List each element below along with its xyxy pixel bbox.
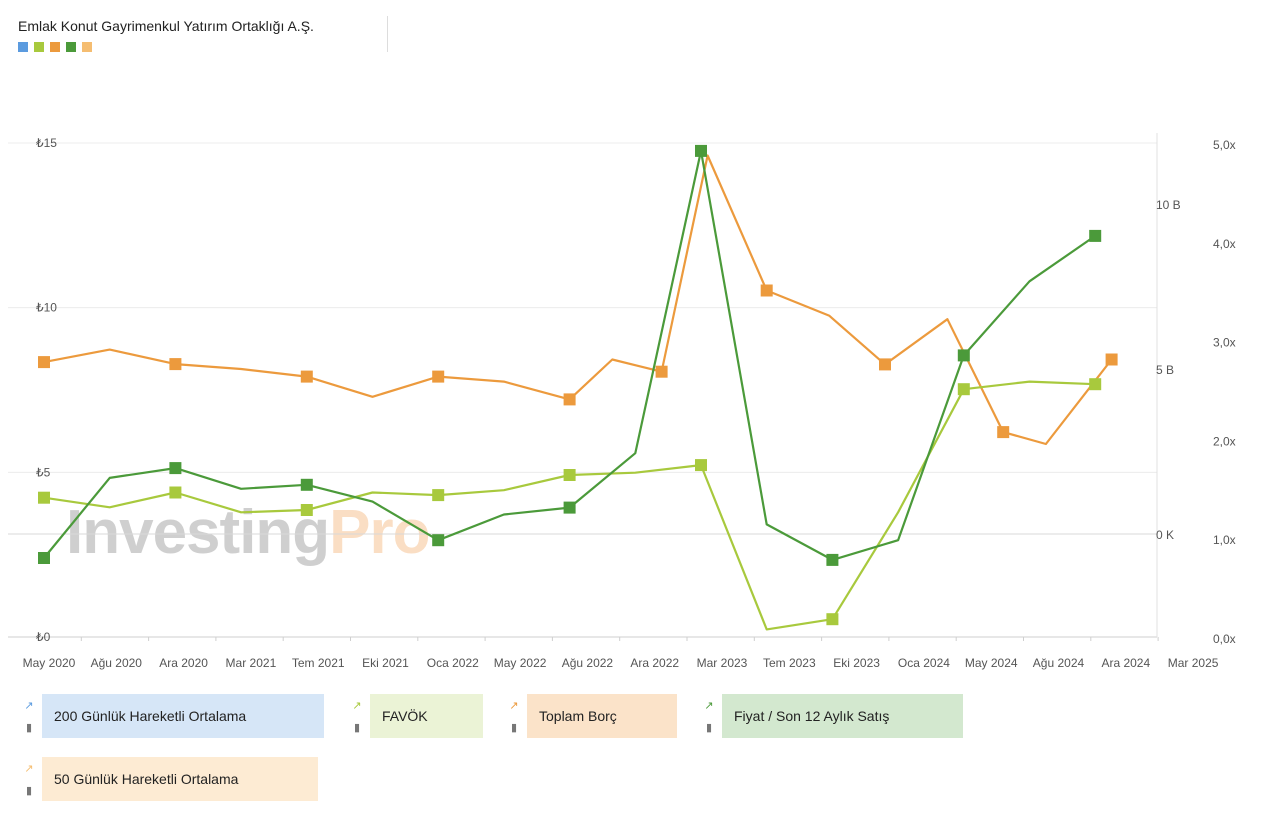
line-chart-toggle-icon[interactable]: ↗ xyxy=(352,699,362,712)
legend-item-ma200[interactable]: ↗ ▮ 200 Günlük Hareketli Ortalama xyxy=(16,694,324,738)
right-axis-label: 3,0x xyxy=(1213,336,1236,350)
x-tick-label: Mar 2021 xyxy=(226,656,277,670)
data-marker-debt xyxy=(655,365,668,378)
data-marker-ps xyxy=(300,478,313,491)
left-axis-label: ₺0 xyxy=(36,630,51,644)
right-axis-label: 2,0x xyxy=(1213,434,1236,448)
legend-controls: ↗ ▮ xyxy=(344,694,370,738)
data-marker-ps xyxy=(826,553,839,566)
x-tick-label: Ara 2020 xyxy=(159,656,208,670)
x-tick-label: Oca 2024 xyxy=(898,656,950,670)
data-marker-debt xyxy=(563,393,576,406)
data-marker-ps xyxy=(695,144,707,157)
data-marker-ps xyxy=(432,534,445,547)
data-marker-favok xyxy=(169,486,182,499)
x-tick-label: May 2022 xyxy=(494,656,547,670)
chart-title: Emlak Konut Gayrimenkul Yatırım Ortaklığ… xyxy=(18,18,314,34)
bar-chart-toggle-icon[interactable]: ▮ xyxy=(705,721,713,734)
mid-axis-label: 5 B xyxy=(1156,363,1174,377)
left-axis-label: ₺5 xyxy=(36,465,51,479)
legend-controls: ↗ ▮ xyxy=(16,694,42,738)
swatch-debt xyxy=(50,42,60,52)
right-axis-label: 0,0x xyxy=(1213,632,1236,646)
x-tick-label: Ağu 2024 xyxy=(1033,656,1085,670)
legend-label: Toplam Borç xyxy=(527,694,677,738)
bar-chart-toggle-icon[interactable]: ▮ xyxy=(25,784,33,797)
swatch-favok xyxy=(34,42,44,52)
series-line-ps xyxy=(43,149,1096,562)
line-chart-toggle-icon[interactable]: ↗ xyxy=(704,699,714,712)
data-marker-ps xyxy=(1089,229,1102,242)
left-axis-label: ₺15 xyxy=(36,136,57,150)
legend-label: 50 Günlük Hareketli Ortalama xyxy=(42,757,318,801)
series-line-debt xyxy=(43,154,1113,446)
data-marker-ps xyxy=(957,349,970,362)
x-tick-label: Ara 2024 xyxy=(1101,656,1150,670)
investingpro-watermark: InvestingPro xyxy=(66,498,431,567)
right-axis-label: 4,0x xyxy=(1213,237,1236,251)
header-divider xyxy=(387,16,388,52)
data-marker-debt xyxy=(760,284,773,297)
bar-chart-toggle-icon[interactable]: ▮ xyxy=(353,721,361,734)
right-axis-label: 5,0x xyxy=(1213,138,1236,152)
x-tick-label: Eki 2021 xyxy=(362,656,409,670)
x-tick-label: Mar 2025 xyxy=(1168,656,1219,670)
swatch-ps xyxy=(66,42,76,52)
line-chart-toggle-icon[interactable]: ↗ xyxy=(24,699,34,712)
data-marker-debt xyxy=(997,426,1010,439)
legend-controls: ↗ ▮ xyxy=(696,694,722,738)
data-marker-favok xyxy=(432,489,445,502)
mid-axis-label: 0 K xyxy=(1156,528,1174,542)
data-marker-favok xyxy=(1089,378,1102,391)
data-marker-favok xyxy=(695,459,707,472)
x-tick-label: Tem 2023 xyxy=(763,656,816,670)
chart-header: Emlak Konut Gayrimenkul Yatırım Ortaklığ… xyxy=(18,18,314,52)
x-tick-label: Oca 2022 xyxy=(427,656,479,670)
data-marker-favok xyxy=(957,383,970,396)
legend-controls: ↗ ▮ xyxy=(501,694,527,738)
swatch-ma200 xyxy=(18,42,28,52)
x-tick-label: Ağu 2022 xyxy=(562,656,614,670)
data-marker-debt xyxy=(169,358,182,371)
line-chart-toggle-icon[interactable]: ↗ xyxy=(24,762,34,775)
data-marker-favok xyxy=(38,491,50,504)
x-tick-label: Eki 2023 xyxy=(833,656,880,670)
data-marker-debt xyxy=(38,356,50,369)
data-marker-debt xyxy=(1105,353,1118,366)
right-axis-label: 1,0x xyxy=(1213,533,1236,547)
legend-item-ma50[interactable]: ↗ ▮ 50 Günlük Hareketli Ortalama xyxy=(16,757,318,801)
data-marker-debt xyxy=(879,358,891,371)
bar-chart-toggle-icon[interactable]: ▮ xyxy=(510,721,518,734)
data-marker-debt xyxy=(432,370,445,383)
legend-label: 200 Günlük Hareketli Ortalama xyxy=(42,694,324,738)
x-tick-label: Mar 2023 xyxy=(697,656,748,670)
data-marker-favok xyxy=(563,469,576,481)
x-tick-label: May 2024 xyxy=(965,656,1018,670)
left-axis-label: ₺10 xyxy=(36,301,57,315)
data-marker-favok xyxy=(300,504,313,516)
data-marker-ps xyxy=(563,501,576,514)
x-tick-label: Ağu 2020 xyxy=(91,656,143,670)
x-tick-label: Tem 2021 xyxy=(292,656,345,670)
data-marker-ps xyxy=(38,552,50,564)
line-chart-toggle-icon[interactable]: ↗ xyxy=(509,699,519,712)
legend-item-ps[interactable]: ↗ ▮ Fiyat / Son 12 Aylık Satış xyxy=(696,694,963,738)
x-tick-label: Ara 2022 xyxy=(630,656,679,670)
x-tick-label: May 2020 xyxy=(23,656,76,670)
data-marker-ps xyxy=(169,462,182,475)
legend-label: FAVÖK xyxy=(370,694,483,738)
series-swatches xyxy=(18,42,314,52)
bar-chart-toggle-icon[interactable]: ▮ xyxy=(25,721,33,734)
legend-label: Fiyat / Son 12 Aylık Satış xyxy=(722,694,963,738)
mid-axis-label: 10 B xyxy=(1156,198,1181,212)
data-marker-debt xyxy=(300,370,313,383)
legend-item-favok[interactable]: ↗ ▮ FAVÖK xyxy=(344,694,483,738)
data-marker-favok xyxy=(826,613,839,626)
legend-controls: ↗ ▮ xyxy=(16,757,42,801)
swatch-ma50 xyxy=(82,42,92,52)
legend-item-debt[interactable]: ↗ ▮ Toplam Borç xyxy=(501,694,677,738)
